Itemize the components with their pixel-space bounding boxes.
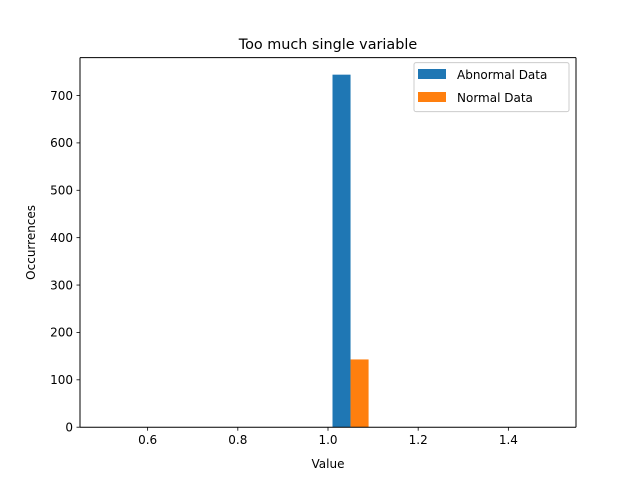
y-tick-label: 100 [50, 373, 73, 387]
y-tick-label: 700 [50, 89, 73, 103]
chart-title: Too much single variable [238, 37, 418, 53]
x-tick-label: 1.0 [318, 433, 337, 447]
y-tick-label: 600 [50, 136, 73, 150]
legend-frame [413, 62, 570, 113]
legend-swatch-abnormal [418, 69, 446, 79]
y-tick-label: 500 [50, 184, 73, 198]
x-tick-label: 1.4 [499, 433, 518, 447]
y-tick-label: 200 [50, 326, 73, 340]
y-tick-label: 400 [50, 231, 73, 245]
x-tick-label: 1.2 [409, 433, 428, 447]
bar-normal-data-0 [350, 359, 369, 428]
legend-label-abnormal: Abnormal Data [457, 68, 547, 82]
legend: Abnormal Data Normal Data [413, 62, 570, 113]
legend-label-normal: Normal Data [457, 91, 533, 105]
x-tick-label: 0.8 [228, 433, 247, 447]
bars-layer [332, 74, 369, 428]
bar-abnormal-data-0 [332, 74, 351, 428]
legend-swatch-normal [418, 92, 446, 102]
y-tick-label: 0 [65, 421, 73, 435]
x-tick-label: 0.6 [138, 433, 157, 447]
x-axis-label: Value [312, 457, 345, 471]
y-ticks: 0 100 200 300 400 500 600 700 [50, 89, 80, 435]
y-tick-label: 300 [50, 278, 73, 292]
x-ticks: 0.6 0.8 1.0 1.2 1.4 [138, 427, 518, 447]
y-axis-label: Occurrences [24, 205, 38, 280]
